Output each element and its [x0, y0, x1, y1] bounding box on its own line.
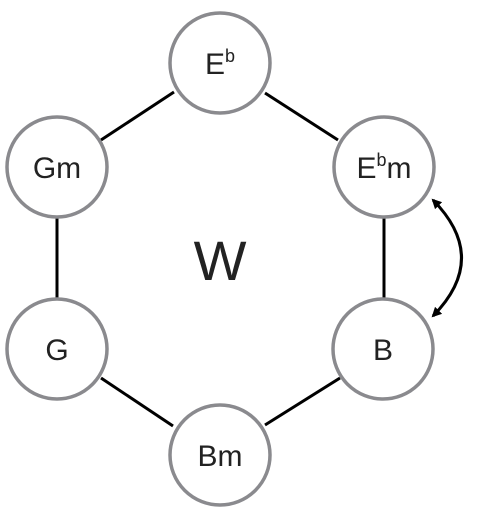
node-ebm: Ebm — [332, 115, 436, 219]
node-bm: Bm — [168, 403, 272, 507]
node-gm-label: Gm — [33, 152, 81, 185]
edge-bm-g — [100, 376, 174, 428]
node-ebm-suffix: m — [387, 152, 412, 185]
node-g-label: G — [45, 334, 68, 367]
node-gm: Gm — [5, 115, 109, 219]
svg-text:Eb: Eb — [205, 46, 235, 81]
node-eb: Eb — [168, 11, 272, 115]
node-b: B — [331, 297, 435, 401]
svg-text:Ebm: Ebm — [356, 150, 411, 185]
node-g: G — [5, 297, 109, 401]
node-b-label: B — [373, 334, 393, 367]
node-eb-base: E — [205, 48, 225, 81]
node-eb-sup: b — [225, 46, 235, 66]
edge-gm-eb — [100, 90, 175, 142]
edge-eb-ebm — [264, 91, 339, 142]
node-bm-label: Bm — [198, 440, 243, 473]
bidirectional-arrow — [431, 198, 463, 318]
center-label: W — [194, 229, 247, 292]
edge-b-bm — [264, 376, 341, 427]
node-ebm-base: E — [356, 152, 376, 185]
node-ebm-sup: b — [377, 150, 387, 170]
